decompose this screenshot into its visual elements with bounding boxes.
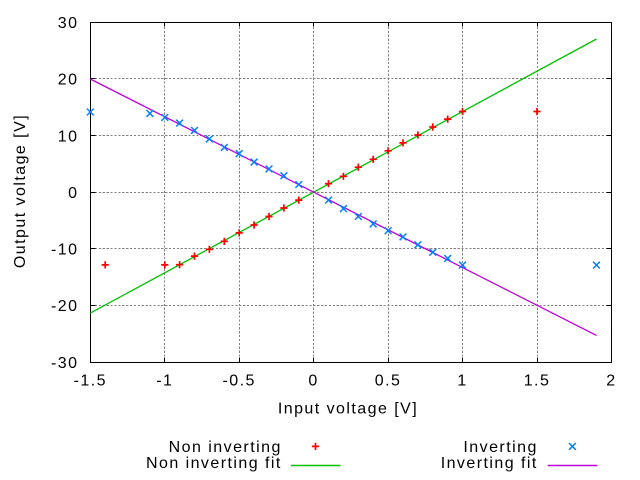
svg-text:30: 30 bbox=[58, 15, 79, 32]
svg-text:Output voltage [V]: Output voltage [V] bbox=[12, 114, 29, 268]
svg-text:-10: -10 bbox=[51, 242, 78, 259]
svg-text:Inverting fit: Inverting fit bbox=[441, 455, 538, 472]
svg-text:Inverting: Inverting bbox=[463, 439, 537, 456]
svg-text:0: 0 bbox=[308, 372, 318, 389]
svg-text:Non inverting: Non inverting bbox=[169, 439, 282, 456]
svg-text:0: 0 bbox=[68, 185, 78, 202]
svg-text:1.5: 1.5 bbox=[524, 372, 551, 389]
svg-text:Input voltage [V]: Input voltage [V] bbox=[278, 400, 418, 417]
svg-text:0.5: 0.5 bbox=[375, 372, 402, 389]
svg-text:Non inverting fit: Non inverting fit bbox=[146, 455, 282, 472]
svg-text:20: 20 bbox=[58, 72, 79, 89]
svg-text:-1: -1 bbox=[156, 372, 173, 389]
svg-text:1: 1 bbox=[457, 372, 467, 389]
svg-text:-1.5: -1.5 bbox=[74, 372, 107, 389]
svg-text:-0.5: -0.5 bbox=[223, 372, 256, 389]
svg-text:-20: -20 bbox=[51, 298, 78, 315]
svg-text:-30: -30 bbox=[51, 355, 78, 372]
svg-text:2: 2 bbox=[606, 372, 616, 389]
svg-text:10: 10 bbox=[58, 128, 79, 145]
